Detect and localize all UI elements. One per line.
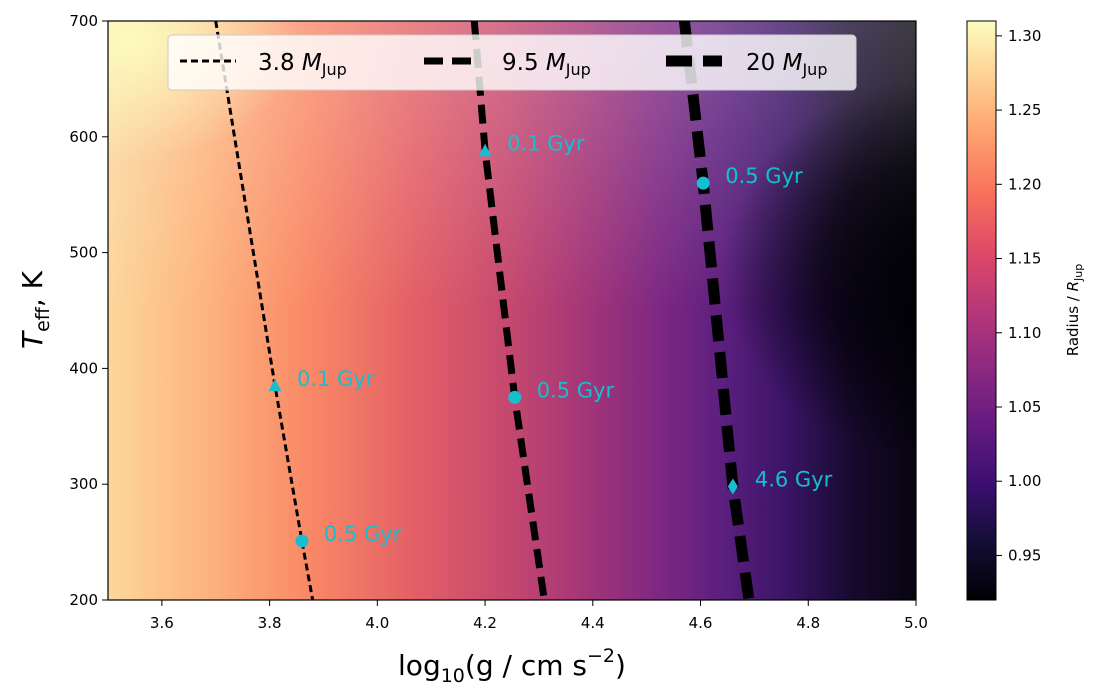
legend: 3.8 MJup 9.5 MJup 20 MJup bbox=[167, 34, 857, 91]
marker-4 bbox=[508, 390, 522, 404]
y-axis-label: Teff, K bbox=[16, 270, 54, 349]
y-axis: 200 300 400 500 600 700 bbox=[69, 12, 108, 609]
plot-frame bbox=[107, 20, 917, 601]
marker-label-2: 0.5 Gyr bbox=[324, 522, 402, 546]
x-tick-label-7: 5.0 bbox=[904, 614, 928, 632]
legend-label-1: 3.8 MJup bbox=[258, 50, 347, 79]
x-tick-label-6: 4.8 bbox=[796, 614, 820, 632]
x-axis-label: log10(g / cm s−2) bbox=[398, 645, 626, 687]
marker-label-1: 0.1 Gyr bbox=[297, 367, 375, 391]
marker-6 bbox=[727, 478, 738, 495]
x-axis: 3.6 3.8 4.0 4.2 4.4 4.6 4.8 5.0 bbox=[150, 600, 928, 632]
marker-label-3: 0.1 Gyr bbox=[507, 132, 585, 156]
heatmap bbox=[108, 21, 916, 600]
marker-2 bbox=[295, 534, 309, 548]
age-markers: 0.1 Gyr 0.5 Gyr 0.1 Gyr 0.5 Gyr 0.5 Gyr 4.6 G… bbox=[268, 132, 833, 548]
x-tick-label-4: 4.4 bbox=[581, 614, 605, 632]
cb-tick-label-3: 1.10 bbox=[1008, 324, 1041, 342]
x-tick-label-1: 3.8 bbox=[258, 614, 282, 632]
marker-5 bbox=[696, 176, 710, 190]
cb-tick-label-2: 1.05 bbox=[1008, 398, 1041, 416]
y-tick-label-4: 600 bbox=[69, 128, 98, 146]
cb-tick-label-7: 1.30 bbox=[1008, 27, 1041, 45]
legend-box bbox=[167, 34, 857, 91]
colorbar-label: Radius / RJup bbox=[1064, 264, 1085, 357]
x-tick-label-2: 4.0 bbox=[365, 614, 389, 632]
x-tick-label-3: 4.2 bbox=[473, 614, 497, 632]
x-tick-label-5: 4.6 bbox=[689, 614, 713, 632]
cb-tick-label-0: 0.95 bbox=[1008, 546, 1041, 564]
marker-label-5: 0.5 Gyr bbox=[725, 164, 803, 188]
y-tick-label-1: 300 bbox=[69, 475, 98, 493]
marker-label-4: 0.5 Gyr bbox=[537, 378, 615, 402]
y-tick-label-3: 500 bbox=[69, 244, 98, 262]
colorbar: 0.95 1.00 1.05 1.10 1.15 1.20 1.25 1.30 Radius … bbox=[966, 20, 1085, 601]
marker-1 bbox=[268, 378, 282, 392]
cb-tick-label-6: 1.25 bbox=[1008, 101, 1041, 119]
cb-tick-label-4: 1.15 bbox=[1008, 250, 1041, 268]
y-tick-label-5: 700 bbox=[69, 12, 98, 30]
mass-curve-3 bbox=[678, 21, 755, 600]
y-tick-label-2: 400 bbox=[69, 359, 98, 377]
marker-label-6: 4.6 Gyr bbox=[755, 468, 833, 492]
cb-tick-label-1: 1.00 bbox=[1008, 472, 1041, 490]
colorbar-gradient bbox=[966, 20, 997, 601]
x-tick-label-0: 3.6 bbox=[150, 614, 174, 632]
legend-label-3: 20 MJup bbox=[746, 50, 827, 79]
y-tick-label-0: 200 bbox=[69, 591, 98, 609]
cb-tick-label-5: 1.20 bbox=[1008, 175, 1041, 193]
colorbar-ticks: 0.95 1.00 1.05 1.10 1.15 1.20 1.25 1.30 bbox=[996, 27, 1041, 564]
legend-label-2: 9.5 MJup bbox=[502, 50, 591, 79]
marker-3 bbox=[478, 143, 492, 157]
